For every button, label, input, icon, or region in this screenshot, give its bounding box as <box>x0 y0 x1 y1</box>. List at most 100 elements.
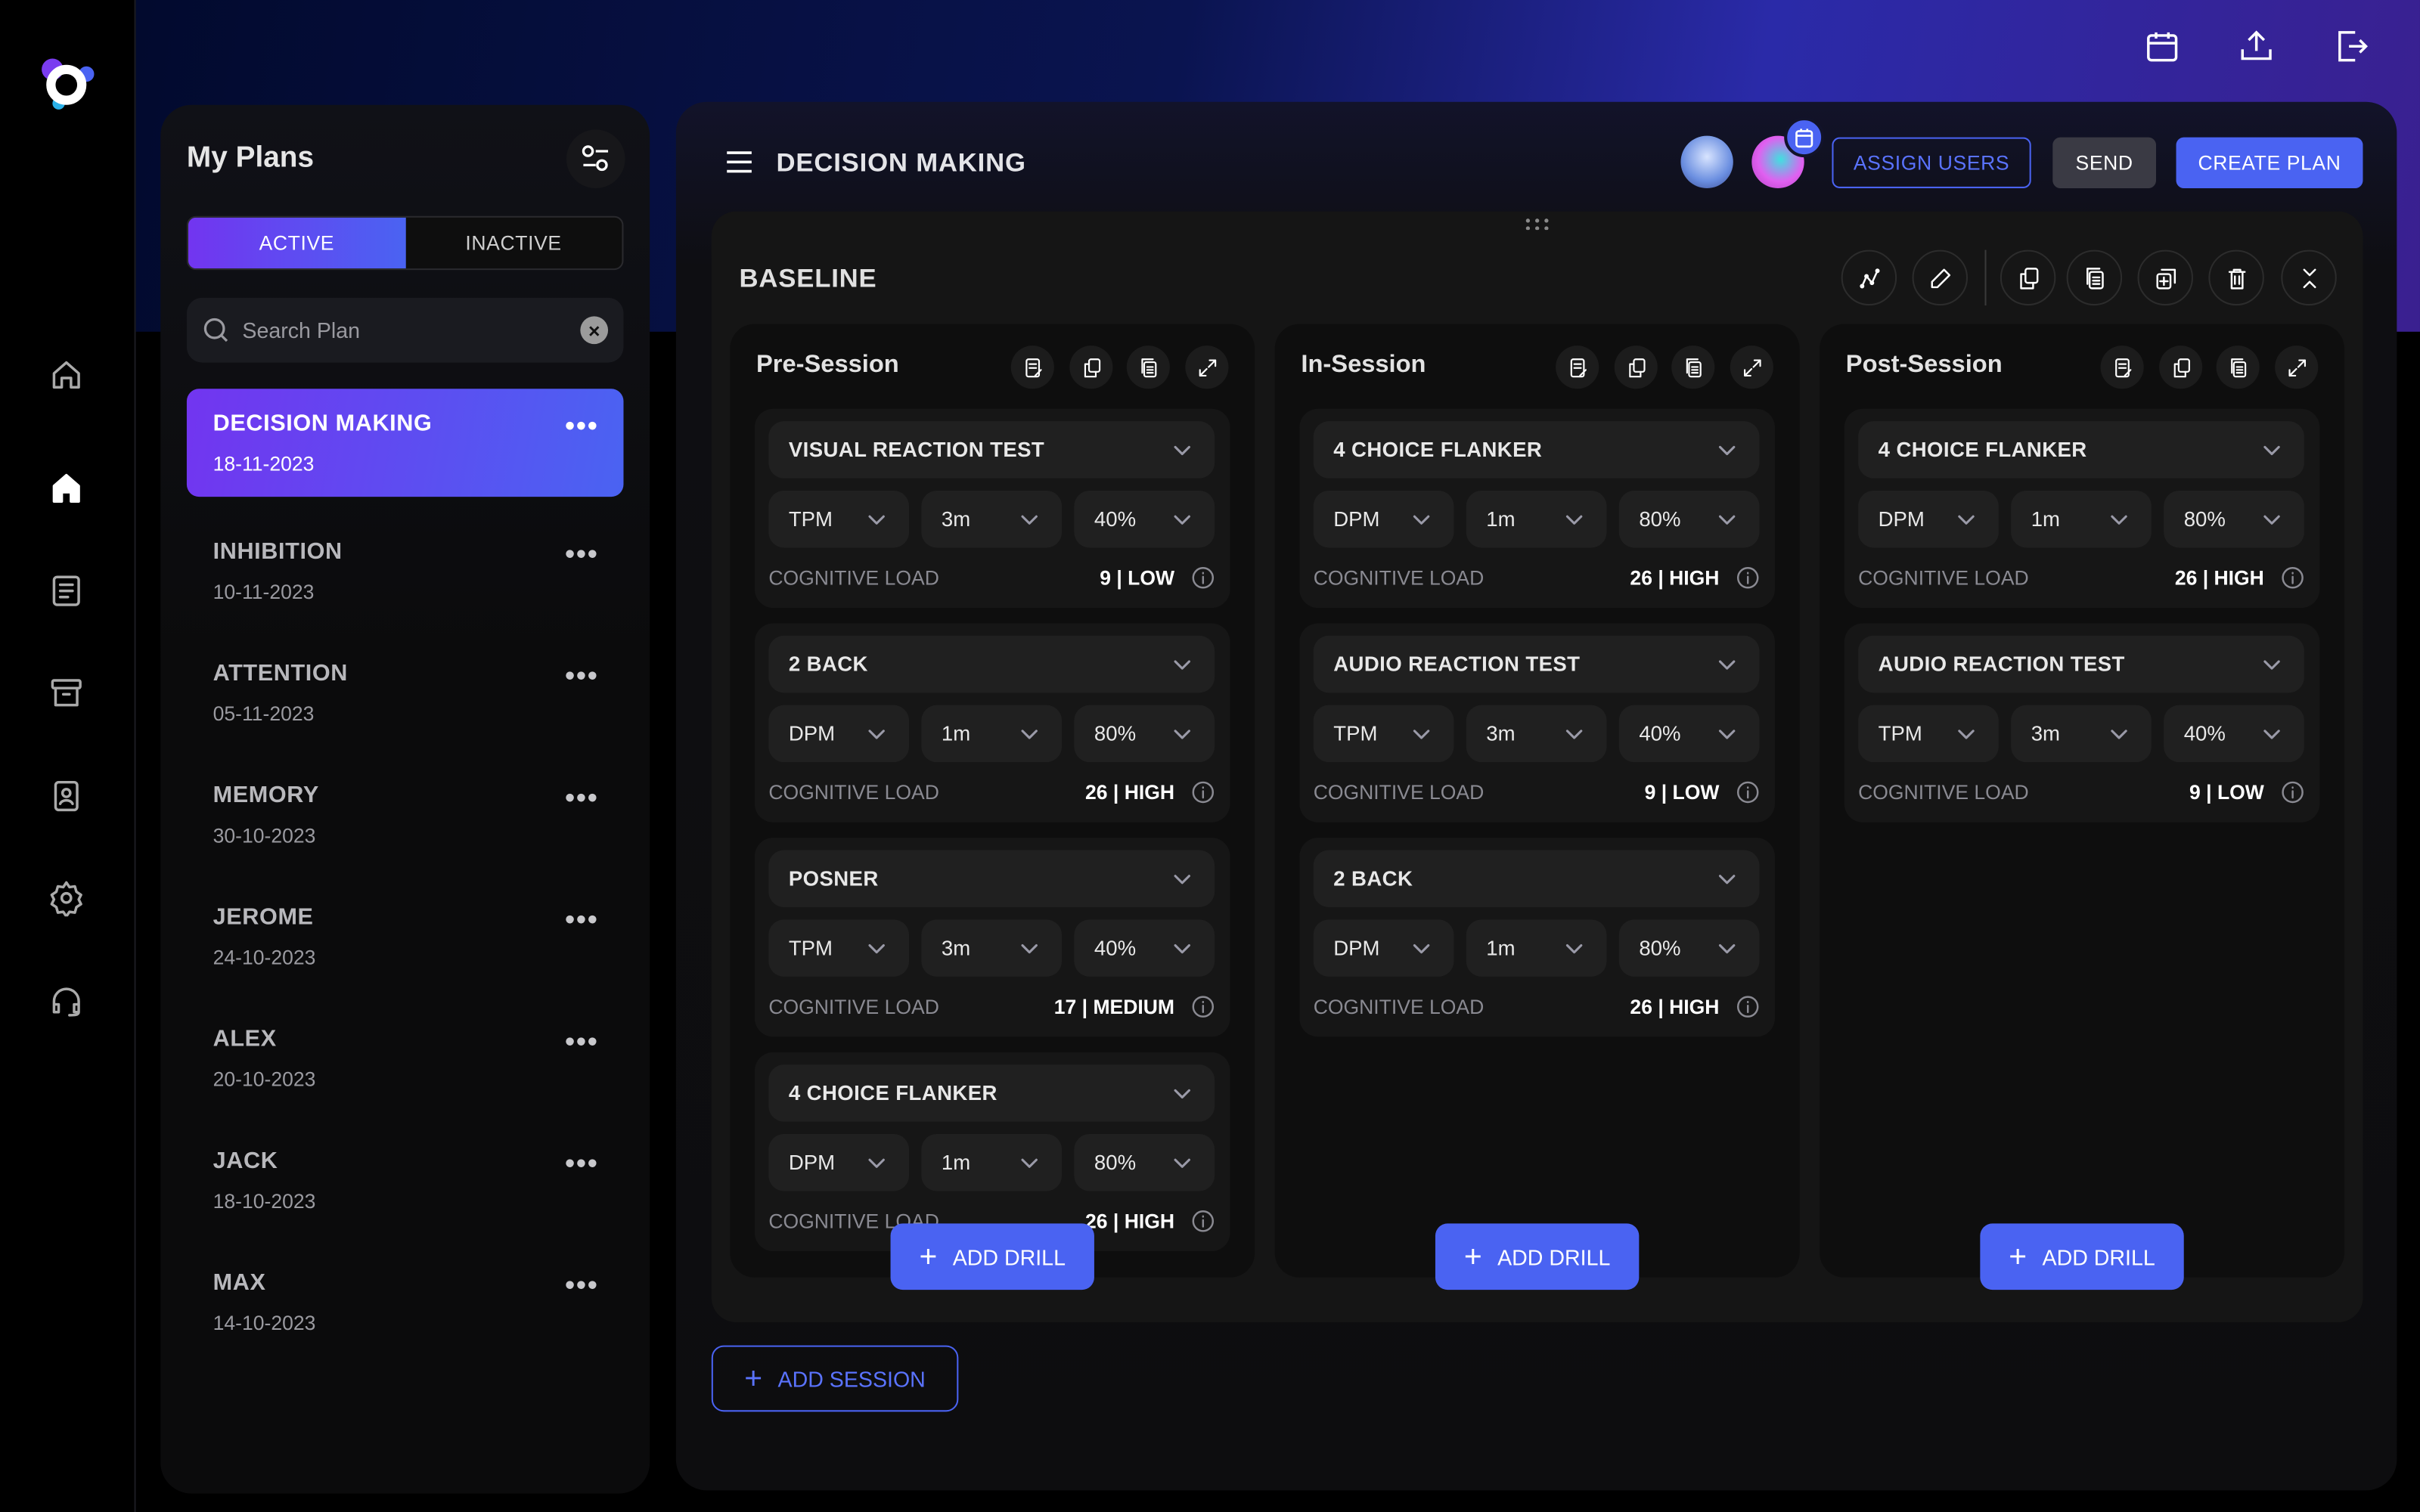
contact-card-icon[interactable] <box>46 776 86 816</box>
send-button[interactable]: SEND <box>2052 137 2156 188</box>
intensity-select[interactable]: 80% <box>2164 490 2304 548</box>
search-input[interactable] <box>242 318 581 343</box>
plan-item[interactable]: INHIBITION 10-11-2023 ••• <box>187 517 624 625</box>
logout-icon[interactable] <box>2334 28 2371 65</box>
archive-icon[interactable] <box>46 673 86 713</box>
info-icon[interactable] <box>1190 1208 1216 1235</box>
gear-icon[interactable] <box>46 878 86 918</box>
duplicate-button[interactable] <box>1614 345 1658 389</box>
metric-select[interactable]: TPM <box>768 490 910 548</box>
expand-button[interactable] <box>1185 345 1229 389</box>
info-icon[interactable] <box>1190 993 1216 1020</box>
more-options-icon[interactable]: ••• <box>565 538 599 570</box>
plan-item[interactable]: ATTENTION 05-11-2023 ••• <box>187 639 624 747</box>
copy-button[interactable] <box>1126 345 1170 389</box>
user-avatar[interactable] <box>1680 135 1733 188</box>
info-icon[interactable] <box>1735 565 1761 591</box>
duration-select[interactable]: 1m <box>1466 919 1607 977</box>
add-session-button[interactable]: + ADD SESSION <box>711 1345 959 1412</box>
drill-select[interactable]: 2 BACK <box>768 635 1215 693</box>
plan-item[interactable]: ALEX 20-10-2023 ••• <box>187 1005 624 1113</box>
collapse-button[interactable] <box>2281 249 2337 306</box>
add-copy-button[interactable] <box>2137 249 2193 306</box>
metric-select[interactable]: DPM <box>768 705 910 763</box>
intensity-select[interactable]: 40% <box>1074 919 1215 977</box>
expand-button[interactable] <box>2275 345 2319 389</box>
expand-button[interactable] <box>1730 345 1773 389</box>
drill-select[interactable]: 2 BACK <box>1313 850 1760 907</box>
drill-select[interactable]: 4 CHOICE FLANKER <box>1313 421 1760 479</box>
drill-select[interactable]: 4 CHOICE FLANKER <box>768 1064 1215 1122</box>
drill-select[interactable]: 4 CHOICE FLANKER <box>1858 421 2304 479</box>
duplicate-button[interactable] <box>2000 249 2056 306</box>
plan-item[interactable]: DECISION MAKING 18-11-2023 ••• <box>186 389 624 497</box>
add-drill-button[interactable]: + ADD DRILL <box>1435 1223 1640 1290</box>
plan-item[interactable]: JEROME 24-10-2023 ••• <box>187 882 624 990</box>
calendar-icon[interactable] <box>2144 28 2181 65</box>
info-icon[interactable] <box>2279 779 2306 806</box>
note-edit-button[interactable] <box>1556 345 1599 389</box>
note-edit-button[interactable] <box>1010 345 1054 389</box>
home-icon[interactable] <box>46 467 86 507</box>
intensity-select[interactable]: 40% <box>1074 490 1215 548</box>
menu-icon[interactable] <box>725 151 753 173</box>
edit-button[interactable] <box>1912 249 1969 306</box>
drill-select[interactable]: POSNER <box>768 850 1215 907</box>
drill-select[interactable]: AUDIO REACTION TEST <box>1313 635 1760 693</box>
upload-icon[interactable] <box>2238 28 2275 65</box>
info-icon[interactable] <box>1190 565 1216 591</box>
duration-select[interactable]: 1m <box>921 1133 1063 1191</box>
intensity-select[interactable]: 80% <box>1618 919 1760 977</box>
trash-button[interactable] <box>2208 249 2264 306</box>
add-drill-button[interactable]: + ADD DRILL <box>890 1223 1094 1290</box>
metric-select[interactable]: DPM <box>768 1133 910 1191</box>
info-icon[interactable] <box>1190 779 1216 806</box>
more-options-icon[interactable]: ••• <box>565 903 599 935</box>
tab-inactive[interactable]: INACTIVE <box>465 231 562 255</box>
analytics-button[interactable] <box>1841 249 1897 306</box>
metric-select[interactable]: DPM <box>1858 490 1999 548</box>
info-icon[interactable] <box>1735 993 1761 1020</box>
intensity-select[interactable]: 80% <box>1618 490 1760 548</box>
copy-button[interactable] <box>2216 345 2260 389</box>
metric-select[interactable]: TPM <box>768 919 910 977</box>
info-icon[interactable] <box>2279 565 2306 591</box>
duplicate-button[interactable] <box>1069 345 1113 389</box>
clear-search-icon[interactable]: × <box>580 316 609 345</box>
add-drill-button[interactable]: + ADD DRILL <box>1980 1223 2184 1290</box>
drill-select[interactable]: AUDIO REACTION TEST <box>1858 635 2304 693</box>
duration-select[interactable]: 3m <box>921 490 1063 548</box>
drill-select[interactable]: VISUAL REACTION TEST <box>768 421 1215 479</box>
headset-icon[interactable] <box>46 981 86 1021</box>
plan-item[interactable]: MAX 14-10-2023 ••• <box>187 1248 624 1356</box>
drag-handle-icon[interactable] <box>1525 218 1550 231</box>
duration-select[interactable]: 3m <box>2011 705 2152 763</box>
metric-select[interactable]: TPM <box>1313 705 1454 763</box>
more-options-icon[interactable]: ••• <box>565 1269 599 1301</box>
duration-select[interactable]: 1m <box>1466 490 1607 548</box>
metric-select[interactable]: DPM <box>1313 919 1454 977</box>
intensity-select[interactable]: 80% <box>1074 705 1215 763</box>
create-plan-button[interactable]: CREATE PLAN <box>2176 137 2363 188</box>
assign-users-button[interactable]: ASSIGN USERS <box>1832 137 2031 188</box>
schedule-badge-icon[interactable] <box>1784 117 1825 158</box>
metric-select[interactable]: DPM <box>1313 490 1454 548</box>
plan-item[interactable]: JACK 18-10-2023 ••• <box>187 1126 624 1235</box>
intensity-select[interactable]: 80% <box>1074 1133 1215 1191</box>
copy-button[interactable] <box>2066 249 2123 306</box>
more-options-icon[interactable]: ••• <box>565 660 599 692</box>
plan-item[interactable]: MEMORY 30-10-2023 ••• <box>187 761 624 869</box>
copy-button[interactable] <box>1671 345 1715 389</box>
metric-select[interactable]: TPM <box>1858 705 1999 763</box>
more-options-icon[interactable]: ••• <box>565 410 599 442</box>
checklist-icon[interactable] <box>46 571 86 611</box>
intensity-select[interactable]: 40% <box>1618 705 1760 763</box>
more-options-icon[interactable]: ••• <box>565 1148 599 1179</box>
info-icon[interactable] <box>1735 779 1761 806</box>
duration-select[interactable]: 3m <box>921 919 1063 977</box>
duration-select[interactable]: 1m <box>921 705 1063 763</box>
duration-select[interactable]: 3m <box>1466 705 1607 763</box>
home-outline-icon[interactable] <box>46 355 86 395</box>
note-edit-button[interactable] <box>2100 345 2144 389</box>
tab-active[interactable]: ACTIVE <box>188 217 405 269</box>
